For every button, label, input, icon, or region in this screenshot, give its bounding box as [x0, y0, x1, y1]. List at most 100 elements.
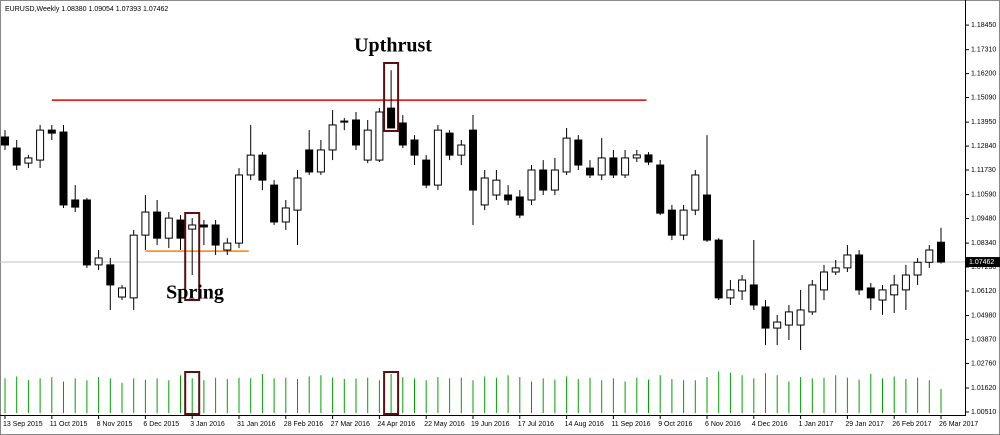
candle-body	[352, 119, 360, 146]
candle-body	[106, 264, 115, 286]
y-tick-label: 1.13950	[971, 119, 996, 126]
candle-body	[235, 174, 243, 244]
candle-body	[12, 147, 21, 166]
candle-body	[749, 284, 758, 306]
y-tick-label: 1.07230	[971, 264, 996, 271]
x-tick-label: 22 May 2016	[424, 421, 465, 428]
candle-body	[831, 267, 840, 273]
candle-body	[901, 274, 910, 291]
annotation: Upthrust	[354, 35, 432, 57]
y-tick-label: 1.11730	[971, 167, 996, 174]
candle-body	[667, 209, 676, 236]
candle-body	[890, 284, 899, 296]
candle-body	[808, 284, 817, 313]
candle-body	[410, 139, 419, 156]
candle-body	[609, 157, 618, 176]
x-tick-label: 6 Nov 2016	[705, 421, 741, 428]
candle-body	[656, 164, 665, 214]
candle-body	[281, 207, 290, 223]
x-tick-label: 14 Aug 2016	[565, 421, 604, 428]
candle-body	[71, 199, 80, 208]
x-tick-label: 1 Jan 2017	[799, 421, 834, 428]
x-tick-label: 28 Feb 2016	[284, 421, 323, 428]
candle-body	[422, 159, 431, 186]
candle-body	[796, 309, 805, 326]
candle-body	[784, 311, 793, 326]
candle-body	[527, 169, 536, 201]
candle-body	[398, 122, 407, 146]
candle-body	[703, 194, 711, 241]
x-tick-label: 31 Jan 2016	[237, 421, 276, 428]
candle-body	[492, 179, 501, 196]
x-tick-label: 24 Apr 2016	[377, 421, 415, 428]
candle-body	[129, 234, 138, 299]
candle-body	[305, 149, 314, 173]
y-tick-label: 1.02760	[971, 360, 996, 367]
candle-body	[36, 129, 45, 161]
candle-body	[562, 137, 571, 173]
x-tick-label: 26 Mar 2017	[939, 421, 978, 428]
candle-body	[445, 132, 454, 156]
chart-title: EURUSD,Weekly 1.08380 1.09054 1.07393 1.…	[5, 6, 168, 13]
candle-body	[59, 131, 68, 206]
candle-body	[644, 154, 653, 163]
candle-body	[679, 209, 688, 236]
highlight-box	[383, 371, 400, 415]
candle-body	[913, 261, 922, 276]
candle-body	[937, 241, 945, 263]
candle-body	[176, 219, 185, 239]
x-tick-label: 6 Dec 2015	[143, 421, 179, 428]
x-tick-label: 11 Oct 2015	[50, 421, 88, 428]
candle-body	[855, 254, 864, 291]
x-tick-label: 29 Jan 2017	[845, 421, 884, 428]
last-price-label: 1.07462	[969, 259, 994, 266]
x-tick-label: 11 Sep 2016	[611, 421, 650, 428]
candle-body	[188, 224, 197, 230]
candle-body	[504, 194, 513, 201]
x-tick-label: 8 Nov 2015	[97, 421, 133, 428]
candle-body	[586, 167, 594, 176]
y-tick-label: 1.16200	[971, 70, 996, 77]
candle-body	[843, 254, 852, 269]
candle-body	[246, 154, 255, 176]
candle-body	[141, 211, 150, 236]
candle-body	[550, 169, 559, 191]
candle-body	[94, 257, 103, 266]
candle-body	[164, 217, 173, 239]
candle-body	[457, 144, 466, 156]
y-tick-label: 1.01620	[971, 385, 996, 392]
candle-body	[820, 271, 828, 291]
candle-body	[480, 177, 489, 206]
y-tick-label: 1.09480	[971, 215, 996, 222]
y-tick-label: 1.08340	[971, 240, 996, 247]
candle-body	[24, 157, 33, 164]
candle-body	[387, 107, 396, 129]
y-tick-label: 1.00510	[971, 409, 996, 416]
x-tick-label: 4 Dec 2016	[752, 421, 788, 428]
candle-body	[340, 120, 349, 123]
candle-body	[47, 129, 56, 134]
candle-body	[363, 129, 372, 161]
candle-body	[258, 154, 267, 181]
candle-body	[574, 139, 583, 166]
highlight-box	[184, 371, 201, 415]
x-tick-label: 9 Oct 2016	[658, 421, 692, 428]
candle-body	[866, 287, 875, 299]
candle-body	[223, 242, 232, 251]
candle-body	[270, 184, 279, 223]
y-tick-label: 1.15090	[971, 94, 996, 101]
y-tick-label: 1.03870	[971, 336, 996, 343]
candle-body	[761, 306, 770, 329]
candle-body	[515, 196, 524, 216]
candle-body	[632, 154, 641, 159]
candle-body	[118, 287, 126, 298]
candle-body	[691, 174, 700, 211]
candle-body	[469, 129, 477, 191]
candle-body	[293, 177, 302, 211]
x-tick-label: 19 Jun 2016	[471, 421, 510, 428]
annotation: Spring	[166, 282, 224, 304]
candle-body	[328, 124, 337, 151]
x-tick-label: 3 Jan 2016	[190, 421, 225, 428]
candle-body	[597, 157, 606, 176]
